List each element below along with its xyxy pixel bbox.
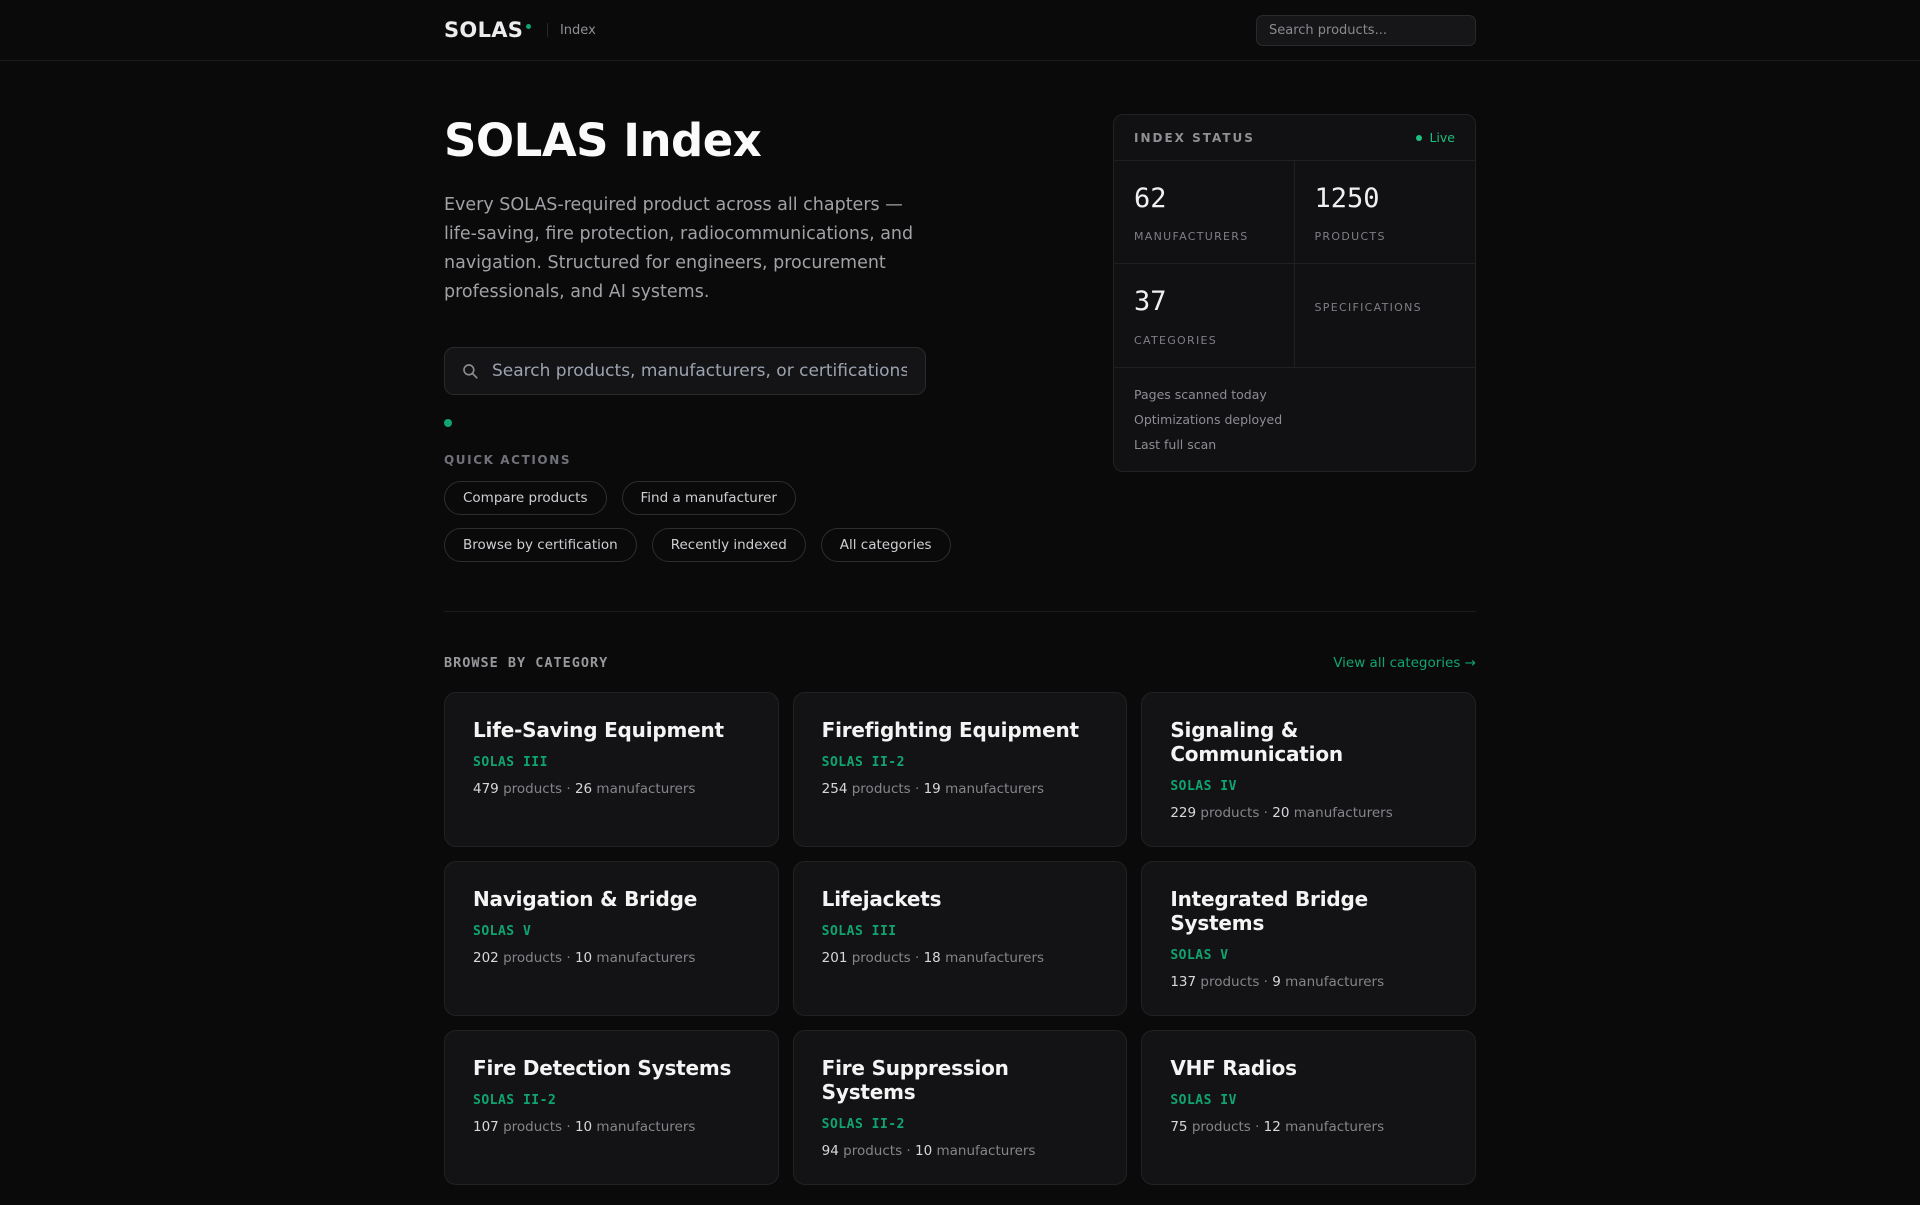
stat-label: MANUFACTURERS: [1134, 230, 1249, 244]
category-stats: 202 products · 10 manufacturers: [473, 950, 696, 967]
quick-actions-label: QUICK ACTIONS: [444, 453, 572, 468]
solas-chapter-badge: SOLAS II-2: [821, 1117, 905, 1133]
solas-chapter-badge: SOLAS III: [473, 755, 548, 771]
category-title: Life-Saving Equipment: [473, 718, 724, 743]
stat-categories: 37 CATEGORIES: [1114, 263, 1295, 367]
stat-products: 1250 PRODUCTS: [1294, 160, 1475, 263]
solas-chapter-badge: SOLAS V: [1170, 948, 1229, 964]
brand-home-link[interactable]: SOLAS | Index: [444, 18, 596, 42]
category-title: Fire Detection Systems: [473, 1056, 732, 1081]
main-search-box[interactable]: [444, 347, 926, 396]
category-cards-grid: Life-Saving Equipment SOLAS III 479 prod…: [444, 692, 1476, 1205]
quick-actions-group: Compare products Find a manufacturer Bro…: [444, 481, 964, 563]
stat-label: CATEGORIES: [1134, 333, 1218, 347]
quick-action-recently-indexed[interactable]: Recently indexed: [651, 528, 806, 563]
live-label: Live: [1429, 130, 1455, 145]
solas-chapter-badge: SOLAS IV: [1170, 1093, 1237, 1109]
status-indicator-dot: [444, 419, 452, 428]
breadcrumb-separator: |: [545, 22, 550, 38]
brand-logo-text: SOLAS: [444, 18, 524, 42]
page-description: Every SOLAS-required product across all …: [444, 195, 914, 303]
category-stats: 479 products · 26 manufacturers: [473, 781, 696, 798]
stat-label: PRODUCTS: [1314, 230, 1386, 244]
quick-action-all-categories[interactable]: All categories: [820, 528, 951, 563]
category-title: VHF Radios: [1170, 1056, 1297, 1081]
quick-action-find-a-manufacturer[interactable]: Find a manufacturer: [621, 481, 796, 516]
search-icon: [463, 364, 478, 379]
view-all-categories-link[interactable]: View all categories →: [1333, 655, 1476, 672]
categories-section-header: BROWSE BY CATEGORY View all categories →: [444, 655, 1476, 671]
category-card-integrated-bridge-systems[interactable]: Integrated Bridge Systems SOLAS V 137 pr…: [1141, 861, 1476, 1017]
index-status-title: INDEX STATUS: [1134, 130, 1255, 145]
stat-value: 62: [1134, 183, 1167, 214]
category-stats: 137 products · 9 manufacturers: [1170, 974, 1385, 991]
category-stats: 229 products · 20 manufacturers: [1170, 805, 1393, 822]
meta-pages-scanned: Pages scanned today: [1134, 386, 1267, 402]
main-search-input[interactable]: [490, 360, 909, 383]
category-stats: 94 products · 10 manufacturers: [821, 1143, 1036, 1160]
solas-chapter-badge: SOLAS II-2: [473, 1093, 557, 1109]
solas-chapter-badge: SOLAS V: [473, 924, 532, 940]
index-status-panel: INDEX STATUS Live 62 MANUFACTURERS 1250 …: [1113, 114, 1476, 472]
category-title: Fire Suppression Systems: [821, 1056, 1009, 1105]
category-title: Integrated Bridge Systems: [1170, 887, 1368, 936]
category-title: Signaling & Communication: [1170, 718, 1343, 767]
breadcrumb: Index: [559, 22, 596, 38]
category-stats: 107 products · 10 manufacturers: [473, 1119, 696, 1136]
stat-specifications: SPECIFICATIONS: [1294, 263, 1475, 366]
section-divider: [444, 611, 1476, 613]
topbar-search-input[interactable]: [1256, 14, 1476, 46]
quick-action-compare-products[interactable]: Compare products: [444, 481, 607, 516]
main-content: SOLAS Index Every SOLAS-required product…: [444, 61, 1476, 1205]
index-status-meta: Pages scanned today Optimizations deploy…: [1114, 366, 1475, 471]
meta-last-full-scan: Last full scan: [1134, 436, 1217, 452]
category-title: Lifejackets: [821, 887, 942, 912]
category-card-life-saving-equipment[interactable]: Life-Saving Equipment SOLAS III 479 prod…: [444, 692, 779, 848]
stat-manufacturers: 62 MANUFACTURERS: [1114, 160, 1295, 264]
category-title: Firefighting Equipment: [821, 718, 1079, 743]
page-title: SOLAS Index: [444, 114, 762, 167]
solas-chapter-badge: SOLAS III: [821, 924, 897, 940]
category-stats: 254 products · 19 manufacturers: [821, 781, 1045, 798]
category-title: Navigation & Bridge: [473, 887, 698, 912]
category-card-vhf-radios[interactable]: VHF Radios SOLAS IV 75 products · 12 man…: [1141, 1030, 1476, 1186]
category-card-lifejackets[interactable]: Lifejackets SOLAS III 201 products · 18 …: [792, 861, 1128, 1017]
category-stats: 75 products · 12 manufacturers: [1170, 1119, 1385, 1136]
solas-chapter-badge: SOLAS II-2: [821, 755, 905, 771]
brand-accent-dot-icon: [526, 23, 532, 29]
categories-section-title: BROWSE BY CATEGORY: [444, 655, 609, 672]
category-card-navigation-bridge[interactable]: Navigation & Bridge SOLAS V 202 products…: [444, 861, 779, 1017]
hero-section: SOLAS Index Every SOLAS-required product…: [444, 61, 1476, 563]
live-status-badge: Live: [1416, 130, 1455, 145]
stat-value: 37: [1134, 286, 1167, 318]
category-card-firefighting-equipment[interactable]: Firefighting Equipment SOLAS II-2 254 pr…: [792, 692, 1128, 848]
stat-value: 1250: [1314, 183, 1380, 214]
category-stats: 201 products · 18 manufacturers: [821, 950, 1045, 967]
category-card-fire-suppression-systems[interactable]: Fire Suppression Systems SOLAS II-2 94 p…: [792, 1030, 1128, 1186]
category-card-fire-detection-systems[interactable]: Fire Detection Systems SOLAS II-2 107 pr…: [444, 1030, 779, 1186]
quick-action-browse-by-certification[interactable]: Browse by certification: [444, 528, 637, 563]
top-navigation-bar: SOLAS | Index: [0, 0, 1920, 61]
category-card-signaling-communication[interactable]: Signaling & Communication SOLAS IV 229 p…: [1141, 692, 1476, 848]
meta-optimizations-deployed: Optimizations deployed: [1134, 411, 1283, 427]
stat-label: SPECIFICATIONS: [1314, 301, 1422, 315]
solas-chapter-badge: SOLAS IV: [1170, 779, 1237, 795]
live-dot-icon: [1416, 134, 1423, 141]
